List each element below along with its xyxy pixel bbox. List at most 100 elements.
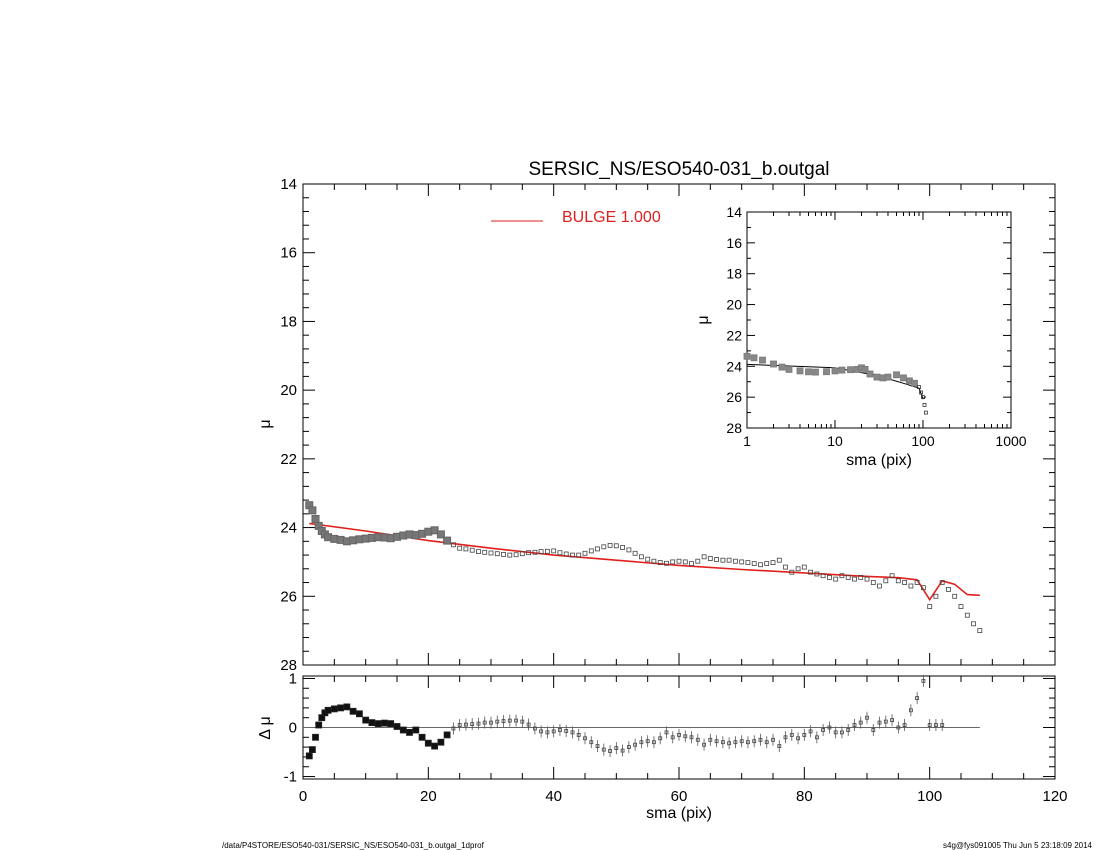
residual-data-point bbox=[412, 726, 420, 734]
main-data-point bbox=[620, 545, 625, 550]
residual-data-point bbox=[495, 715, 500, 728]
inset-data-point bbox=[893, 371, 900, 379]
residual-data-series bbox=[305, 674, 945, 760]
residual-data-point bbox=[702, 738, 706, 751]
main-data-point bbox=[588, 548, 594, 554]
residual-x-tick-label: 120 bbox=[1042, 788, 1067, 805]
main-data-point bbox=[657, 560, 663, 565]
main-data-point bbox=[651, 558, 657, 564]
residual-data-point bbox=[789, 728, 794, 741]
residual-data-point bbox=[915, 692, 919, 705]
inset-data-point bbox=[921, 395, 925, 400]
main-data-point bbox=[607, 543, 613, 548]
main-data-point bbox=[758, 562, 763, 568]
inset-x-tick-label: 1 bbox=[743, 433, 751, 449]
residual-data-point bbox=[431, 742, 439, 750]
inset-data-point bbox=[847, 366, 854, 374]
main-data-point bbox=[833, 576, 839, 582]
residual-data-point bbox=[533, 722, 537, 735]
residual-data-point bbox=[739, 735, 744, 748]
main-data-point bbox=[551, 548, 557, 554]
main-data-point bbox=[720, 557, 726, 563]
residual-data-point bbox=[399, 726, 407, 734]
residual-y-tick-label: 1 bbox=[289, 670, 297, 687]
plot-title: SERSIC_NS/ESO540-031_b.outgal bbox=[528, 159, 829, 180]
inset-data-point bbox=[750, 354, 758, 362]
main-data-point bbox=[457, 545, 463, 551]
residual-data-point bbox=[695, 733, 700, 746]
main-data-point bbox=[613, 543, 619, 549]
residual-data-point bbox=[614, 742, 619, 755]
main-y-tick-label: 24 bbox=[280, 520, 297, 537]
inset-data-point bbox=[900, 374, 907, 382]
inset-data-point bbox=[805, 368, 812, 376]
residual-data-point bbox=[601, 743, 606, 756]
residual-data-point bbox=[349, 707, 357, 715]
residual-data-point bbox=[393, 723, 401, 730]
main-y-tick-label: 14 bbox=[280, 176, 297, 193]
main-data-point bbox=[436, 530, 445, 539]
main-data-point bbox=[939, 580, 945, 585]
residual-data-point bbox=[652, 736, 656, 749]
residual-data-point bbox=[424, 739, 432, 747]
residual-data-point bbox=[437, 738, 445, 746]
residual-data-point bbox=[381, 719, 388, 727]
residual-data-point bbox=[796, 732, 800, 745]
main-data-point bbox=[308, 506, 317, 515]
inset-y-tick-label: 24 bbox=[726, 358, 742, 374]
inset-data-point bbox=[778, 363, 786, 371]
residual-data-point bbox=[752, 735, 757, 748]
main-data-point bbox=[689, 561, 694, 566]
main-data-point bbox=[538, 549, 544, 554]
residual-data-point bbox=[808, 725, 813, 738]
inset-panel-frame bbox=[746, 211, 1012, 429]
residual-data-point bbox=[827, 721, 832, 734]
residual-y-tick-label: 0 bbox=[289, 720, 297, 737]
residual-data-point bbox=[507, 714, 512, 727]
residual-data-point bbox=[451, 722, 456, 735]
residual-data-point bbox=[909, 704, 913, 717]
main-data-point bbox=[946, 587, 951, 592]
residual-data-point bbox=[771, 733, 775, 746]
residual-data-point bbox=[840, 726, 844, 739]
main-data-point bbox=[852, 576, 857, 582]
residual-data-point bbox=[315, 721, 323, 729]
residual-data-point bbox=[312, 733, 319, 741]
main-data-point bbox=[682, 559, 688, 565]
residual-data-point bbox=[595, 740, 600, 753]
residual-data-point bbox=[689, 731, 694, 744]
residual-data-point bbox=[746, 736, 750, 749]
residual-data-point bbox=[802, 728, 807, 741]
main-data-point bbox=[311, 515, 320, 523]
residual-data-point bbox=[482, 716, 487, 729]
inset-y-tick-label: 20 bbox=[726, 297, 742, 313]
main-data-point bbox=[576, 552, 582, 558]
main-data-point bbox=[870, 580, 876, 585]
residual-data-point bbox=[658, 732, 663, 745]
inset-data-point bbox=[796, 367, 804, 375]
main-data-point bbox=[902, 580, 907, 585]
inset-data-point bbox=[785, 365, 793, 373]
residual-data-point bbox=[443, 731, 451, 739]
main-data-point bbox=[488, 550, 494, 556]
inset-data-point bbox=[759, 356, 766, 364]
main-data-point bbox=[476, 549, 481, 554]
residual-x-tick-label: 40 bbox=[545, 788, 562, 805]
inset-data-point bbox=[823, 368, 830, 376]
inset-x-tick-label: 10 bbox=[827, 433, 843, 449]
main-data-point bbox=[958, 604, 964, 609]
residual-data-point bbox=[470, 718, 475, 731]
main-data-point bbox=[927, 604, 933, 609]
residual-data-point bbox=[821, 723, 825, 736]
residual-data-point bbox=[783, 731, 788, 744]
residual-data-point bbox=[589, 736, 594, 749]
main-data-point bbox=[639, 554, 644, 560]
inset-y-tick-label: 18 bbox=[726, 266, 742, 282]
main-y-tick-label: 22 bbox=[280, 451, 297, 468]
main-data-point bbox=[595, 546, 600, 552]
residual-data-point bbox=[758, 733, 763, 746]
residual-data-point bbox=[708, 733, 713, 746]
residual-data-point bbox=[815, 731, 819, 744]
main-data-point bbox=[795, 566, 801, 572]
residual-data-point bbox=[337, 704, 345, 712]
